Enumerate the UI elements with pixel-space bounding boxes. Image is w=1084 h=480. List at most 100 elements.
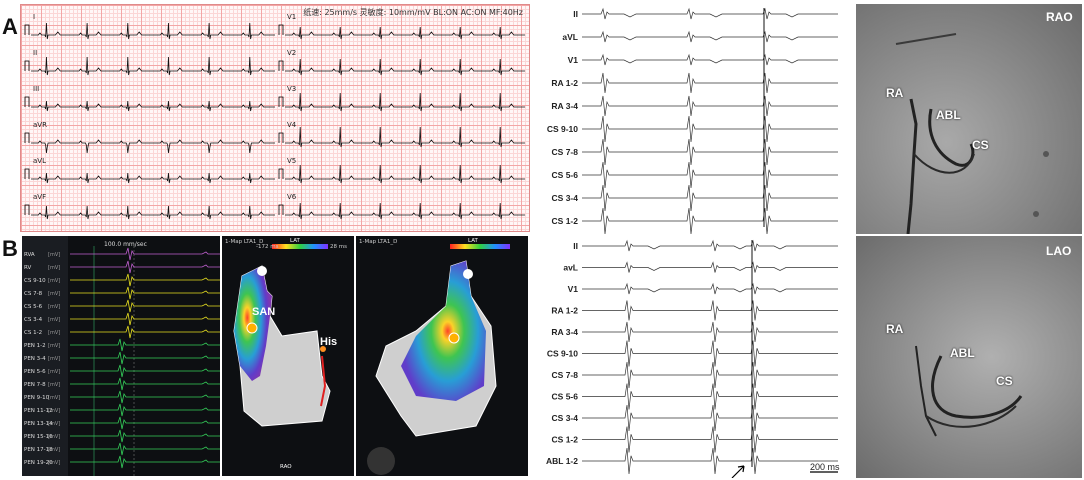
abl-label-f: ABL bbox=[950, 346, 975, 360]
channel-label: CS 5-6 bbox=[552, 392, 579, 402]
calibration-pulse bbox=[278, 204, 284, 215]
channel-label: RA 3-4 bbox=[551, 327, 578, 337]
channel-label: PEN 7-8 bbox=[24, 382, 46, 388]
lead-label: V2 bbox=[287, 49, 296, 57]
egm-trace bbox=[70, 299, 220, 313]
channel-label: PEN 17-18 bbox=[24, 447, 53, 453]
channel-label: CS 3-4 bbox=[552, 413, 579, 423]
lead-label: III bbox=[33, 85, 39, 93]
panel-a-letter: A bbox=[2, 14, 18, 39]
channel-label: PEN 5-6 bbox=[24, 369, 46, 375]
catheters-rao bbox=[895, 33, 1049, 234]
egm-trace bbox=[70, 312, 220, 326]
egm-trace bbox=[582, 184, 838, 212]
ecg-trace bbox=[285, 58, 525, 76]
channel-label: PEN 15-16 bbox=[24, 434, 53, 440]
calibration-pulse bbox=[24, 60, 30, 71]
lead-label: V1 bbox=[287, 13, 296, 21]
cs-label-f: CS bbox=[996, 374, 1013, 388]
calibration-pulse bbox=[278, 132, 284, 143]
calibration-pulse bbox=[24, 24, 30, 35]
ecg-trace bbox=[31, 100, 275, 112]
egm-trace bbox=[582, 383, 838, 410]
egm-trace bbox=[70, 442, 220, 456]
channel-label: V1 bbox=[568, 284, 579, 294]
egm-trace bbox=[582, 207, 838, 234]
channel-label: avL bbox=[563, 263, 578, 273]
channel-label: II bbox=[573, 9, 578, 19]
ecg-trace bbox=[285, 202, 525, 220]
san-label: SAN bbox=[252, 306, 276, 318]
egm-trace bbox=[70, 364, 220, 378]
channel-label: CS 3-4 bbox=[552, 193, 579, 203]
ra-label-e: RA bbox=[886, 86, 904, 100]
egm-trace bbox=[582, 72, 838, 94]
channel-label: CS 9-10 bbox=[547, 349, 578, 359]
channel-label: CS 1-2 bbox=[24, 330, 42, 336]
egm-trace bbox=[70, 273, 220, 287]
channel-unit: [mV] bbox=[48, 408, 60, 414]
channel-label: aVL bbox=[562, 32, 578, 42]
channel-label: CS 1-2 bbox=[552, 435, 579, 445]
egm-trace bbox=[582, 426, 838, 453]
channel-label: CS 9-10 bbox=[547, 124, 578, 134]
egm-trace bbox=[582, 138, 838, 166]
egm-trace bbox=[582, 321, 838, 343]
panel-b-letter: B bbox=[2, 236, 18, 261]
fluoroscopy-rao: RAO RA ABL CS bbox=[856, 4, 1082, 234]
egm-trace bbox=[582, 282, 838, 295]
channel-unit: [mV] bbox=[48, 382, 60, 388]
channel-label: PEN 19-20 bbox=[24, 460, 53, 466]
channel-label: RA 1-2 bbox=[551, 306, 578, 316]
channel-label: PEN 3-4 bbox=[24, 356, 46, 362]
egm-trace bbox=[70, 455, 220, 469]
egm-trace bbox=[70, 351, 220, 365]
abl-label-e: ABL bbox=[936, 108, 961, 122]
channel-unit: [mV] bbox=[48, 265, 60, 271]
channel-unit: [mV] bbox=[48, 395, 60, 401]
calibration-pulse bbox=[278, 60, 284, 71]
view-label-rao: RAO bbox=[280, 464, 292, 470]
map-shape-rao bbox=[233, 244, 331, 427]
channel-label: PEN 1-2 bbox=[24, 343, 46, 349]
egm-trace bbox=[582, 340, 838, 367]
scale-right-1: 28 ms bbox=[330, 244, 347, 250]
ecg-header: 纸速: 25mm/s 灵敏度: 10mm/mV BL:ON AC:ON MF:4… bbox=[303, 8, 523, 17]
channel-unit: [mV] bbox=[48, 330, 60, 336]
channel-unit: [mV] bbox=[48, 304, 60, 310]
channel-unit: [mV] bbox=[48, 369, 60, 375]
activation-map-rao: SAN His 1-Map LTA1_D LAT -172 ms 28 ms R… bbox=[222, 236, 354, 476]
catheters-lao bbox=[915, 345, 1023, 437]
channel-label: PEN 9-10 bbox=[24, 395, 50, 401]
egm-trace bbox=[582, 7, 838, 20]
ecg-trace bbox=[31, 139, 275, 154]
channel-label: CS 5-6 bbox=[552, 170, 579, 180]
channel-label: RA 1-2 bbox=[551, 78, 578, 88]
arrow-icon bbox=[731, 465, 745, 478]
ecg-12-lead: 纸速: 25mm/s 灵敏度: 10mm/mV BL:ON AC:ON MF:4… bbox=[20, 4, 530, 232]
egm-trace bbox=[582, 239, 838, 252]
calibration-pulse bbox=[24, 168, 30, 179]
egm-trace bbox=[70, 416, 220, 430]
channel-label: PEN 13-14 bbox=[24, 421, 53, 427]
lead-label: aVF bbox=[33, 193, 46, 201]
channel-label: RVA bbox=[24, 252, 35, 258]
calibration-pulse bbox=[278, 96, 284, 107]
ecg-trace bbox=[285, 26, 525, 40]
egm-trace bbox=[582, 115, 838, 143]
lead-label: II bbox=[33, 49, 37, 57]
lat-label-1: LAT bbox=[290, 238, 300, 244]
egm-trace bbox=[70, 390, 220, 404]
egm-traces-b: RVA [mV]RV [mV]CS 9-10 [mV]CS 7-8 [mV]CS 5-6… bbox=[22, 236, 220, 476]
channel-label: CS 5-6 bbox=[24, 304, 43, 310]
egm-trace bbox=[70, 403, 220, 417]
lead-label: V3 bbox=[287, 85, 296, 93]
activation-map-lao: 1-Map LTA1_D LAT bbox=[356, 236, 528, 476]
egm-trace bbox=[582, 261, 838, 273]
lead-label: aVR bbox=[33, 121, 47, 129]
egm-traces-c: II aVL V1 RA 1-2 RA 3-4 CS 9-10 CS 7-8 CS 5-6 CS… bbox=[547, 7, 838, 234]
egm-traces-d: II avL V1 RA 1-2 RA 3-4 CS 9-10 CS 7-8 CS 5-6 CS… bbox=[546, 239, 838, 478]
egm-trace bbox=[70, 377, 220, 391]
egm-trace bbox=[70, 338, 220, 352]
channel-unit: [mV] bbox=[48, 252, 60, 258]
